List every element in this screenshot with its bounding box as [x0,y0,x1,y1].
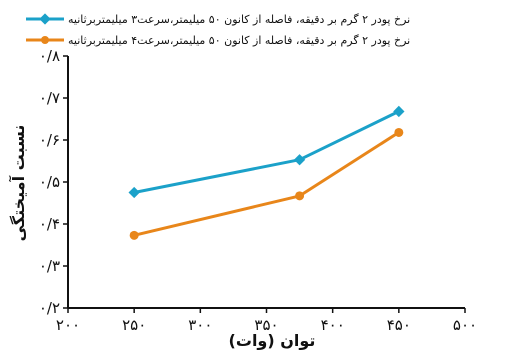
y-tick-label: ۰/۲ [39,299,60,317]
y-tick-label: ۰/۴ [39,215,60,233]
y-tick-label: ۰/۸ [39,47,60,65]
data-point [394,127,404,137]
y-axis-ticks: ۰/۲ ۰/۳ ۰/۴ ۰/۵ ۰/۶ ۰/۷ ۰/۸ [39,47,68,317]
x-tick-label: ۴۵۰ [387,316,411,334]
x-tick-label: ۳۰۰ [188,316,212,334]
x-tick-label: ۲۵۰ [122,316,146,334]
x-tick-label: ۳۵۰ [254,316,278,334]
series-2 [129,127,404,240]
legend-entry-1: نرخ پودر ۲ گرم بر دقیقه، فاصله از کانون … [26,13,410,26]
data-point [393,105,405,118]
legend: نرخ پودر ۲ گرم بر دقیقه، فاصله از کانون … [26,13,410,47]
y-tick-label: ۰/۵ [39,173,60,191]
y-axis-title: نسبت آمیختگی [8,125,28,242]
y-tick-label: ۰/۶ [39,131,60,149]
series-1 [128,105,405,199]
x-tick-label: ۵۰۰ [453,316,477,334]
data-point [295,191,305,201]
y-tick-label: ۰/۳ [39,257,60,275]
x-axis-ticks: ۲۰۰ ۲۵۰ ۳۰۰ ۳۵۰ ۴۰۰ ۴۵۰ ۵۰۰ [56,308,477,334]
legend-entry-2: نرخ پودر ۲ گرم بر دقیقه، فاصله از کانون … [26,34,410,47]
series-layer [128,105,405,240]
legend-label-1: نرخ پودر ۲ گرم بر دقیقه، فاصله از کانون … [68,13,410,26]
series-line-1 [133,110,400,194]
legend-marker-2 [41,36,49,44]
legend-marker-1 [39,13,51,25]
y-tick-label: ۰/۷ [39,89,60,107]
data-point [293,154,306,166]
axes [67,56,465,309]
x-axis-title: توان (وات) [229,331,316,350]
x-tick-label: ۴۰۰ [321,316,345,334]
data-point [128,186,140,199]
x-tick-label: ۲۰۰ [56,316,80,334]
legend-label-2: نرخ پودر ۲ گرم بر دقیقه، فاصله از کانون … [68,34,410,47]
data-point [129,230,139,240]
